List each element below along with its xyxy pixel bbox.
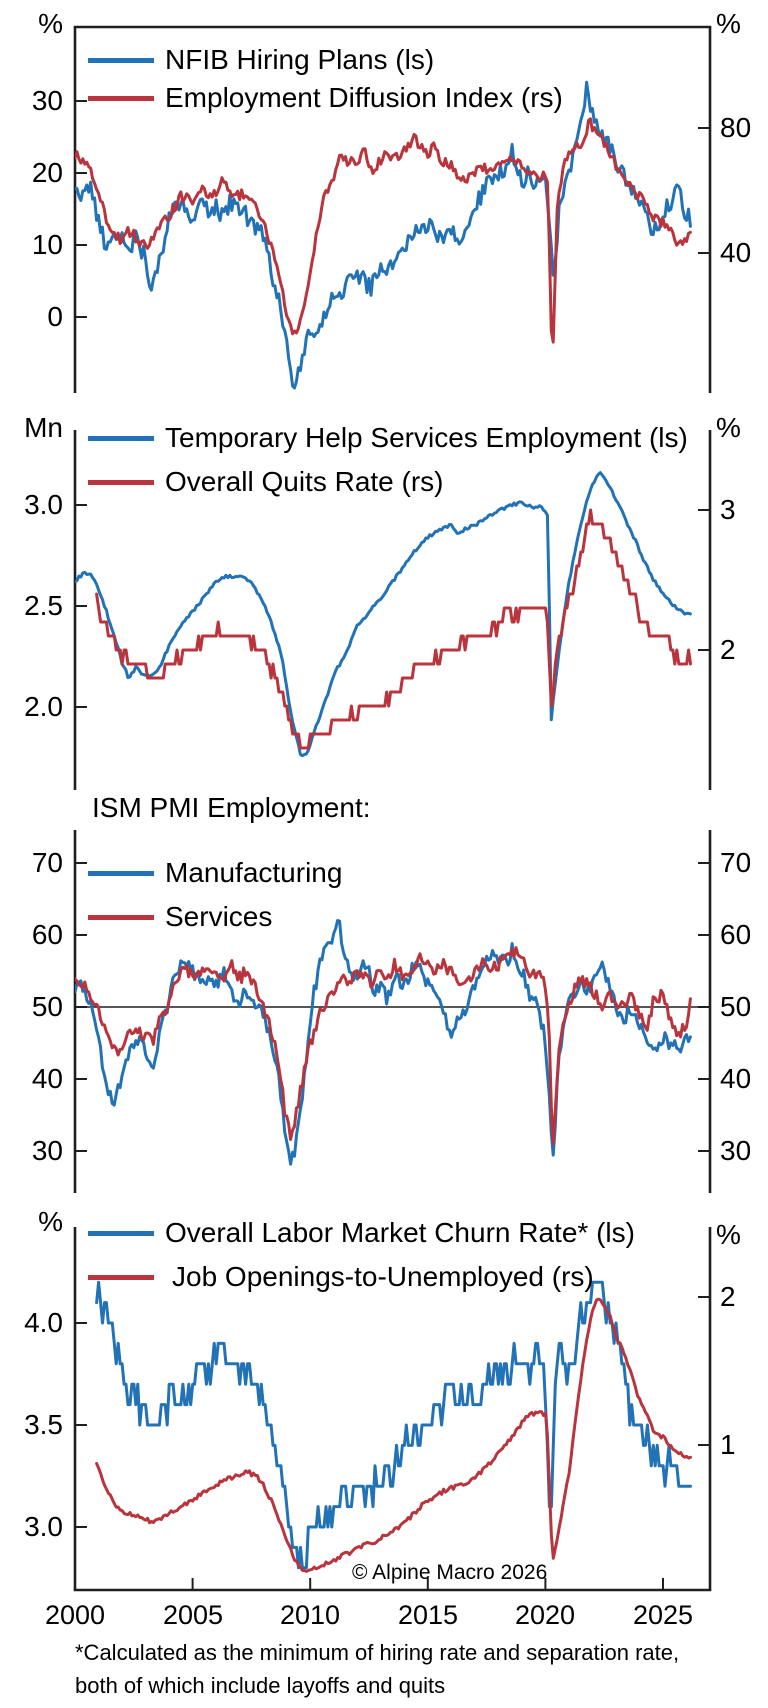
footnote-line-1: *Calculated as the minimum of hiring rat…	[75, 1640, 680, 1665]
tick-label: 10	[31, 229, 63, 260]
tick-label: 30	[720, 1135, 752, 1166]
panel1-right-axis-unit: %	[716, 8, 741, 39]
panel4-left-axis-unit: %	[38, 1206, 63, 1237]
tick-label: 4.0	[24, 1307, 63, 1338]
series-line-services	[75, 946, 692, 1146]
tick-label: 70	[720, 847, 752, 878]
series-line-nfib-hiring-plans-ls	[75, 80, 692, 390]
panel2-left-axis-unit: Mn	[24, 412, 63, 443]
tick-label: 3.0	[24, 1511, 63, 1542]
legend-label: NFIB Hiring Plans (ls)	[165, 44, 435, 75]
legend-line-blue	[88, 436, 154, 441]
tick-label: 60	[720, 919, 752, 950]
tick-label: 70	[31, 847, 63, 878]
legend-line-red	[88, 915, 154, 920]
tick-label: 2.0	[24, 691, 63, 722]
series-line-job-openings-to-unemployed-rs	[95, 1297, 692, 1573]
series-line-overall-quits-rate-rs	[95, 508, 692, 750]
tick-label: 3.5	[24, 1409, 63, 1440]
legend-label: Temporary Help Services Employment (ls)	[165, 422, 688, 453]
series-line-overall-labor-market-churn-rate-ls	[95, 1280, 692, 1570]
x-axis-label: 2010	[279, 1600, 341, 1630]
legend-label: Employment Diffusion Index (rs)	[165, 82, 563, 113]
footnote-line-2: both of which include layoffs and quits	[75, 1673, 446, 1698]
x-axis-label: 2000	[44, 1600, 106, 1630]
x-axis-label: 2015	[397, 1600, 459, 1630]
legend-line-blue	[88, 1231, 154, 1236]
panel3-title: ISM PMI Employment:	[92, 792, 371, 823]
panel1-left-axis-unit: %	[38, 8, 63, 39]
tick-label: 80	[720, 112, 752, 143]
legend-line-red	[88, 1275, 154, 1280]
tick-label: 40	[31, 1063, 63, 1094]
x-axis-label: 2005	[162, 1600, 224, 1630]
tick-label: 50	[720, 991, 752, 1022]
tick-label: 30	[31, 85, 63, 116]
tick-label: 30	[31, 1135, 63, 1166]
legend-label: Overall Labor Market Churn Rate* (ls)	[165, 1217, 635, 1248]
tick-label: 2	[720, 634, 736, 665]
x-axis-label: 2025	[632, 1600, 694, 1630]
legend-label: Manufacturing	[165, 857, 343, 888]
legend-line-blue	[88, 58, 154, 63]
series-line-temporary-help-services-employment-ls	[75, 471, 692, 758]
tick-label: 50	[31, 991, 63, 1022]
tick-label: 60	[31, 919, 63, 950]
x-axis-label: 2020	[514, 1600, 576, 1630]
footnote: *Calculated as the minimum of hiring rat…	[75, 1636, 765, 1702]
legend-line-red	[88, 480, 154, 485]
tick-label: 3	[720, 494, 736, 525]
legend-line-blue	[88, 871, 154, 876]
tick-label: 0	[47, 301, 63, 332]
tick-label: 20	[31, 157, 63, 188]
copyright-note: © Alpine Macro 2026	[352, 1561, 548, 1584]
tick-label: 40	[720, 237, 752, 268]
panel4-right-axis-unit: %	[716, 1219, 741, 1250]
panel2-right-axis-unit: %	[716, 412, 741, 443]
legend-label: Job Openings-to-Unemployed (rs)	[172, 1261, 594, 1292]
tick-label: 1	[720, 1429, 736, 1460]
legend-label: Overall Quits Rate (rs)	[165, 466, 444, 497]
tick-label: 2	[720, 1281, 736, 1312]
series-line-employment-diffusion-index-rs	[75, 117, 692, 344]
legend-line-red	[88, 96, 154, 101]
legend-label: Services	[165, 901, 273, 932]
tick-label: 40	[720, 1063, 752, 1094]
tick-label: 3.0	[24, 489, 63, 520]
tick-label: 2.5	[24, 590, 63, 621]
series-line-manufacturing	[75, 919, 692, 1166]
